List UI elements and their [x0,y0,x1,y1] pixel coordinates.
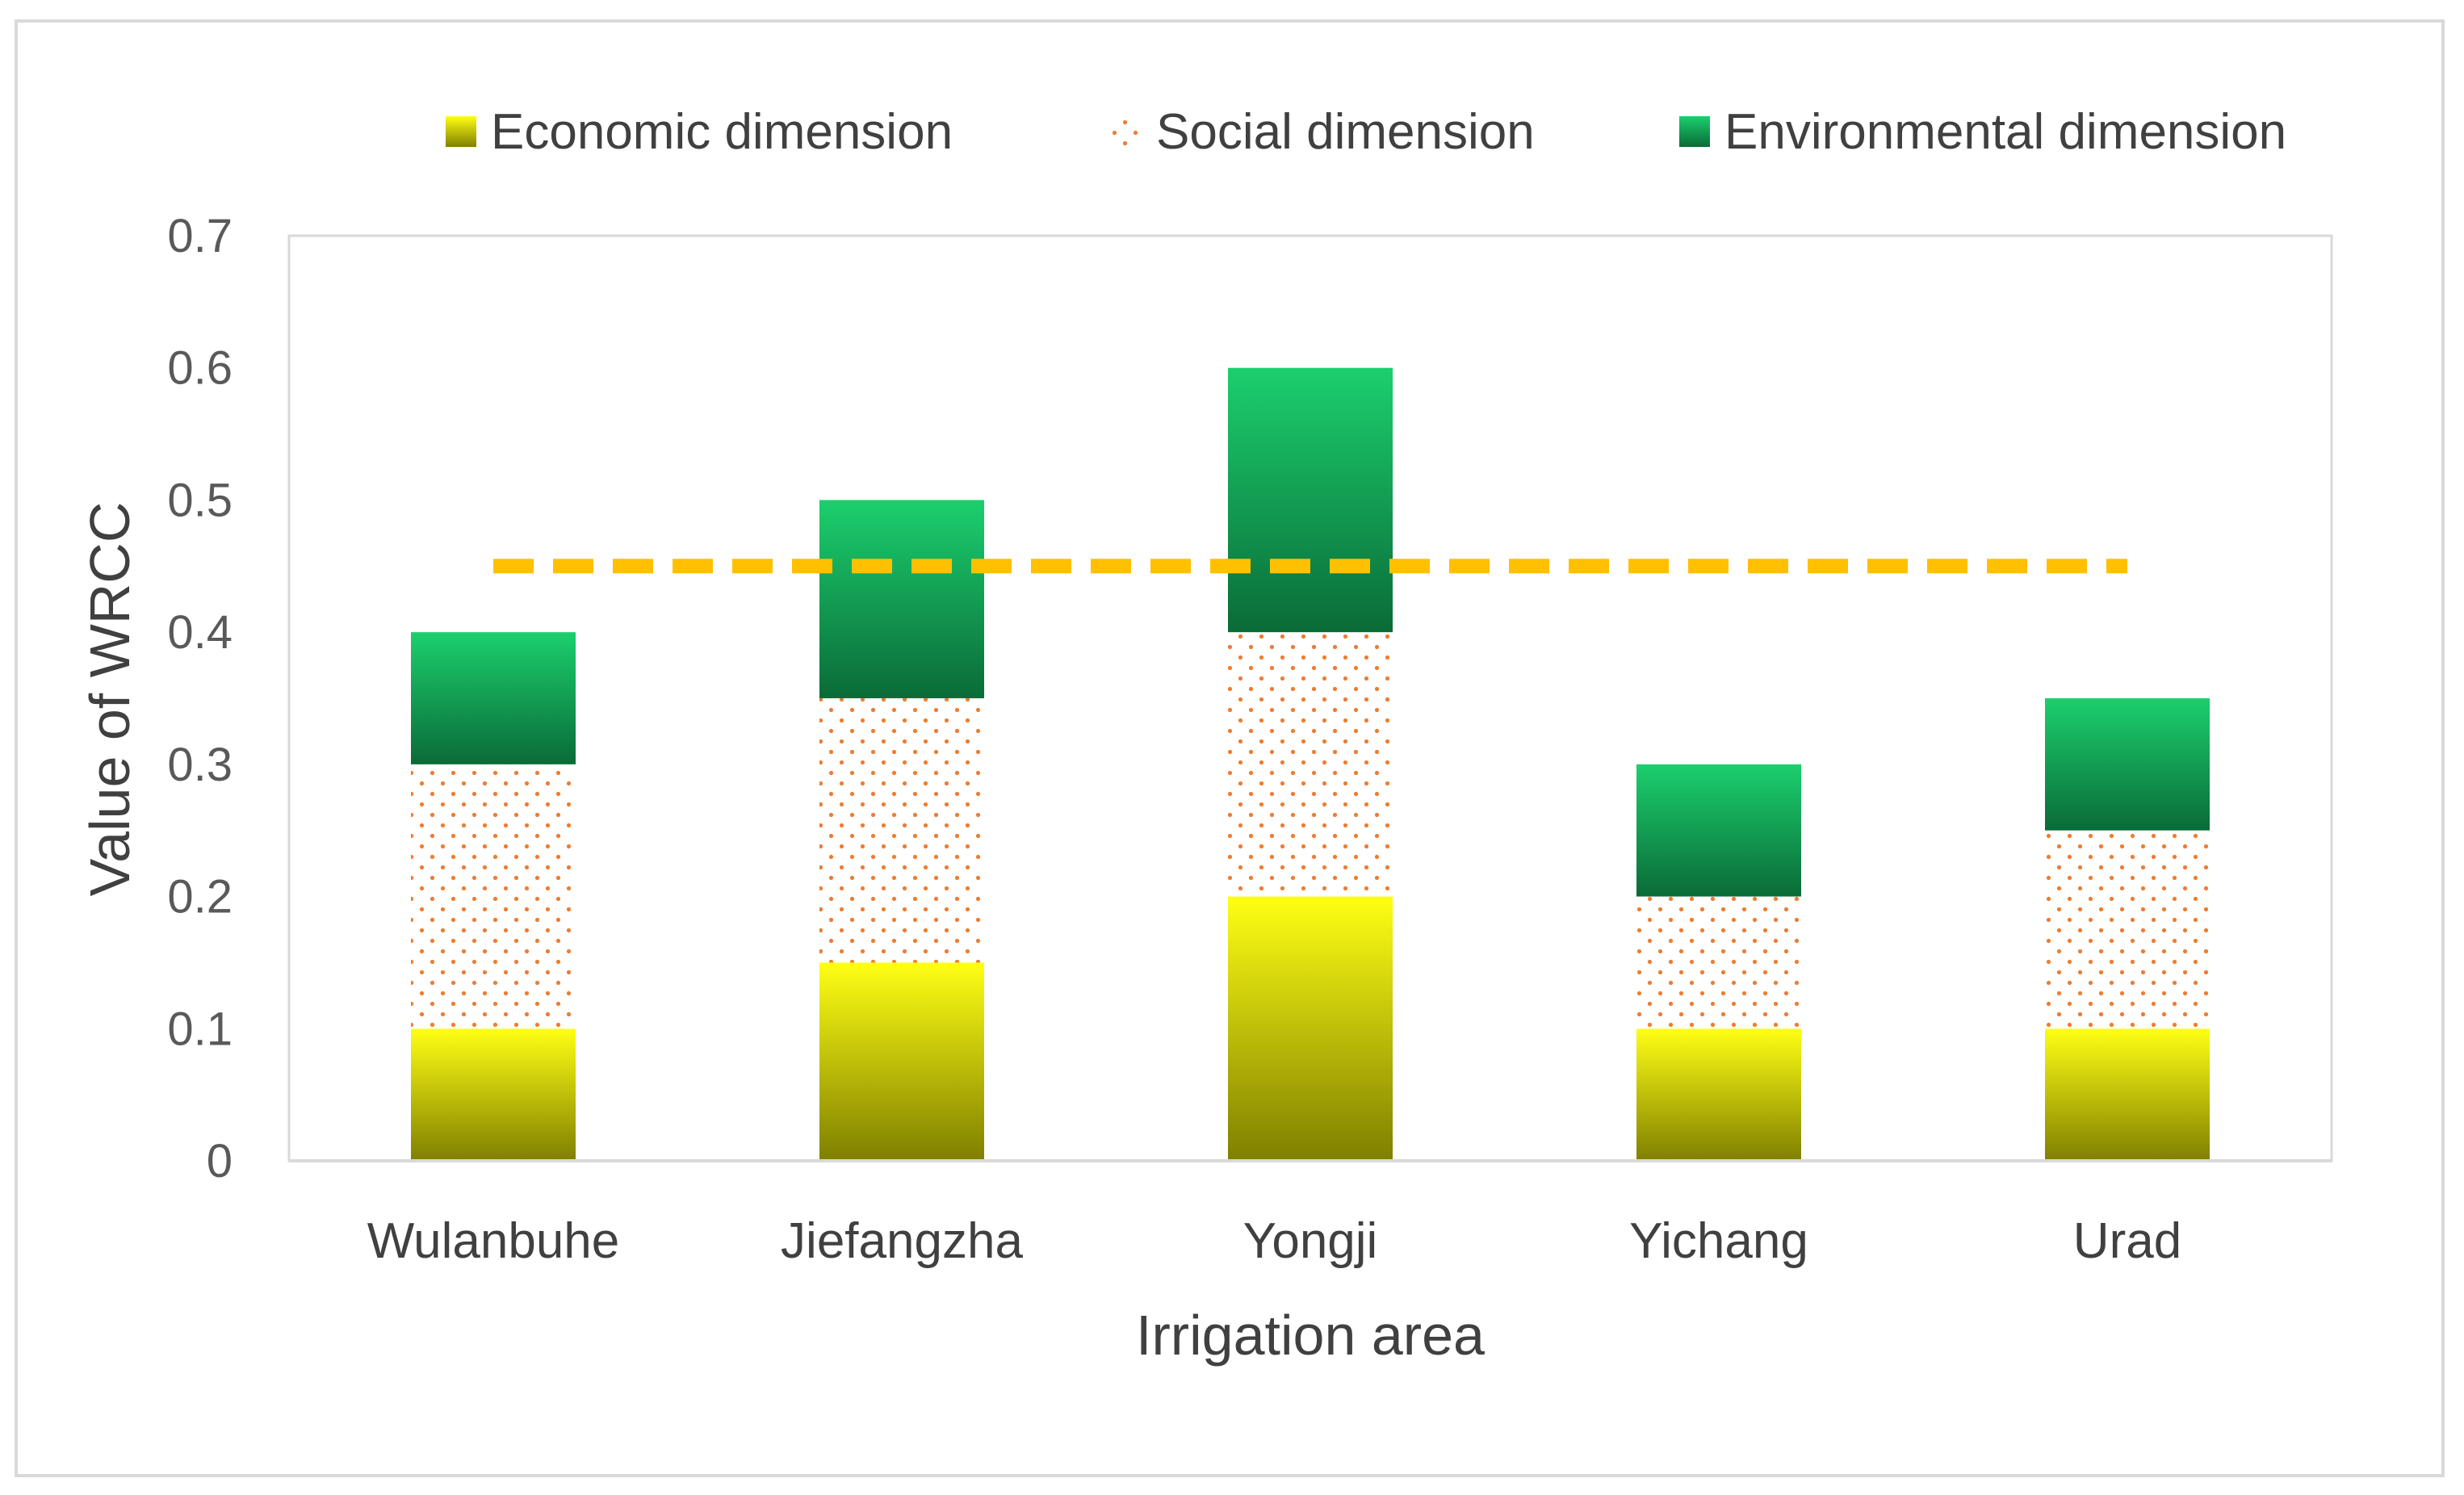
y-axis-title: Value of WRCC [78,502,141,897]
bar-economic [411,1028,576,1161]
bar-environmental [819,500,984,698]
bar-social [2045,830,2210,1029]
bar-economic [819,962,984,1161]
legend-swatch-social [1111,116,1142,147]
y-tick-label: 0.5 [167,474,233,526]
x-category-label: Jiefangzha [781,1213,1023,1269]
x-category-label: Wulanbuhe [367,1213,620,1269]
bar-environmental [2045,698,2210,831]
y-tick-label: 0 [207,1135,233,1187]
bar-economic [1636,1028,1801,1161]
chart: 0 0.1 0.2 0.3 0.4 0.5 0.6 0.7 Wulanbuhe Jiefangz… [78,104,2333,1367]
bar-social [819,698,984,963]
y-tick-label: 0.6 [167,342,233,395]
y-tick-labels: 0 0.1 0.2 0.3 0.4 0.5 0.6 0.7 [167,210,233,1187]
bar-environmental [1636,764,1801,897]
bar-environmental [1228,367,1393,633]
bar-economic [2045,1028,2210,1161]
bar-social [1228,632,1393,897]
x-axis-title: Irrigation area [1136,1304,1485,1367]
legend-label-economic: Economic dimension [491,104,953,160]
y-tick-label: 0.2 [167,871,233,923]
x-category-label: Yongji [1243,1213,1378,1269]
y-tick-label: 0.4 [167,606,233,659]
bar-environmental [411,632,576,764]
bar-economic [1228,896,1393,1161]
legend-label-social: Social dimension [1156,104,1535,160]
x-category-labels: Wulanbuhe Jiefangzha Yongji Yichang Urad [367,1213,2181,1269]
x-category-label: Yichang [1629,1213,1808,1269]
bar-social [1636,896,1801,1029]
bars-group [411,367,2210,1161]
y-tick-label: 0.1 [167,1003,233,1055]
bar-social [411,764,576,1029]
legend: Economic dimension Social dimension Envi… [446,104,2286,160]
chart-frame: 0 0.1 0.2 0.3 0.4 0.5 0.6 0.7 Wulanbuhe Jiefangz… [15,19,2445,1477]
legend-label-environmental: Environmental dimension [1724,104,2286,160]
x-category-label: Urad [2073,1213,2181,1269]
y-tick-label: 0.3 [167,739,233,791]
legend-swatch-economic [446,116,476,147]
legend-swatch-environmental [1679,116,1710,147]
y-tick-label: 0.7 [167,210,233,262]
